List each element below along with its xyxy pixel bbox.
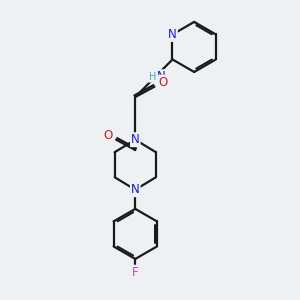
Text: N: N	[157, 70, 166, 83]
Text: O: O	[103, 129, 112, 142]
Text: F: F	[132, 266, 139, 279]
Text: O: O	[158, 76, 167, 89]
Text: N: N	[131, 183, 140, 196]
Text: H: H	[149, 72, 156, 82]
Text: N: N	[131, 133, 140, 146]
Text: N: N	[168, 28, 177, 41]
